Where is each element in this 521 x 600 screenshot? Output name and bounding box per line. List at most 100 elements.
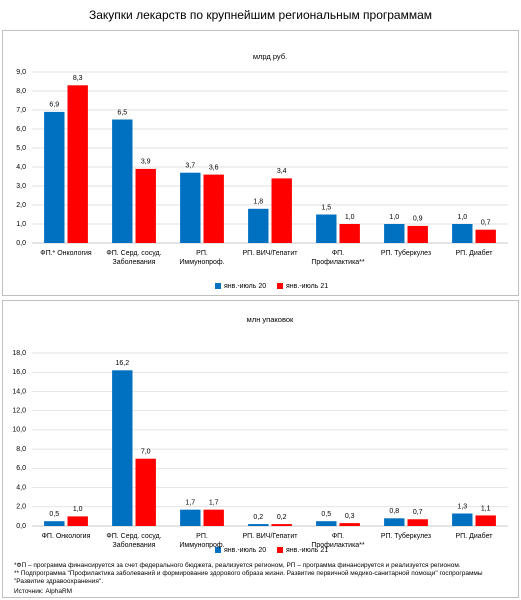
x-tick-label: ФП.* Онкология xyxy=(40,250,92,257)
bar xyxy=(135,458,156,526)
x-tick-label: РП. ВИЧ/Гепатит xyxy=(242,250,298,257)
value-label: 0,3 xyxy=(345,513,355,520)
legend-label: янв.-июль 20 xyxy=(224,547,266,554)
bar xyxy=(44,521,65,526)
value-label: 16,2 xyxy=(115,360,129,367)
y-tick-label: 7,0 xyxy=(16,107,26,114)
bar xyxy=(452,513,473,526)
x-tick-label: ФП. Профилактика** xyxy=(311,533,365,549)
x-tick-label: ФП. Онкология xyxy=(41,533,91,540)
y-tick-label: 18,0 xyxy=(12,350,26,357)
value-label: 1,7 xyxy=(209,500,219,507)
value-label: 0,9 xyxy=(413,216,423,223)
bar xyxy=(316,521,337,526)
value-label: 1,3 xyxy=(457,503,467,510)
y-tick-label: 5,0 xyxy=(16,145,26,152)
bar xyxy=(475,515,496,526)
bar xyxy=(248,208,269,243)
value-label: 1,1 xyxy=(481,505,491,512)
y-tick-label: 0,0 xyxy=(16,523,26,530)
value-label: 1,0 xyxy=(457,214,467,221)
bar xyxy=(112,119,133,243)
value-label: 3,4 xyxy=(277,168,287,175)
value-label: 1,0 xyxy=(73,506,83,513)
bar xyxy=(339,224,360,243)
y-tick-label: 2,0 xyxy=(16,202,26,209)
x-tick-label: РП. Иммунопроф. xyxy=(179,533,225,549)
y-tick-label: 14,0 xyxy=(12,388,26,395)
x-tick-label: ФП. Профилактика** xyxy=(311,250,365,266)
value-label: 1,8 xyxy=(253,199,263,206)
y-tick-label: 12,0 xyxy=(12,408,26,415)
bar xyxy=(475,229,496,243)
bar xyxy=(180,509,201,526)
value-label: 1,5 xyxy=(321,204,331,211)
y-tick-label: 8,0 xyxy=(16,88,26,95)
footnote: *ФП – программа финансируется за счет фе… xyxy=(14,562,461,569)
bar xyxy=(44,111,65,244)
bar xyxy=(384,518,405,526)
page-title: Закупки лекарств по крупнейшим региональ… xyxy=(88,8,433,22)
value-label: 3,9 xyxy=(141,159,151,166)
x-tick-label: ФП. Серд. сосуд. Заболевания xyxy=(106,250,162,266)
bar xyxy=(339,523,360,526)
legend-swatch xyxy=(277,547,283,553)
value-label: 0,5 xyxy=(49,511,59,518)
legend-swatch xyxy=(277,283,283,289)
bar xyxy=(135,168,156,243)
x-tick-label: РП. Туберкулез xyxy=(380,533,432,540)
value-label: 6,5 xyxy=(117,109,127,116)
legend-label: янв.-июль 21 xyxy=(286,547,328,554)
y-tick-label: 16,0 xyxy=(12,369,26,376)
legend-swatch xyxy=(215,547,221,553)
chart-subtitle: млн упаковок xyxy=(247,315,294,324)
value-label: 1,0 xyxy=(389,214,399,221)
value-label: 0,7 xyxy=(481,220,491,227)
x-tick-label: РП. Туберкулез xyxy=(380,250,432,257)
legend-swatch xyxy=(215,283,221,289)
bar xyxy=(203,509,224,526)
value-label: 6,9 xyxy=(49,102,59,109)
y-tick-label: 8,0 xyxy=(16,446,26,453)
bar xyxy=(384,224,405,243)
y-tick-label: 10,0 xyxy=(12,427,26,434)
footnote: ** Подпрограмма "Профилактика заболевани… xyxy=(14,570,483,585)
value-label: 1,0 xyxy=(345,214,355,221)
value-label: 0,2 xyxy=(253,514,263,521)
value-label: 3,6 xyxy=(209,164,219,171)
legend-label: янв.-июль 21 xyxy=(286,283,328,290)
y-tick-label: 6,0 xyxy=(16,126,26,133)
legend-label: янв.-июль 20 xyxy=(224,283,266,290)
value-label: 0,8 xyxy=(389,508,399,515)
bar xyxy=(407,519,428,526)
bar xyxy=(407,225,428,243)
bar xyxy=(248,524,269,526)
value-label: 1,7 xyxy=(185,500,195,507)
y-tick-label: 4,0 xyxy=(16,484,26,491)
x-tick-label: РП. Иммунопроф. xyxy=(179,250,225,266)
bar xyxy=(452,224,473,243)
y-tick-label: 3,0 xyxy=(16,183,26,190)
value-label: 8,3 xyxy=(73,75,83,82)
y-tick-label: 1,0 xyxy=(16,221,26,228)
bar xyxy=(67,85,88,243)
x-tick-label: ФП. Серд. сосуд. Заболевания xyxy=(106,533,162,549)
chart-frame xyxy=(2,300,519,598)
source: Источник: AlphaRM xyxy=(14,588,73,595)
x-tick-label: РП. Диабет xyxy=(455,250,493,257)
bar xyxy=(112,370,133,526)
bar xyxy=(271,524,292,526)
value-label: 0,2 xyxy=(277,514,287,521)
y-tick-label: 2,0 xyxy=(16,504,26,511)
value-label: 0,5 xyxy=(321,511,331,518)
bar xyxy=(203,174,224,243)
x-tick-label: РП. Диабет xyxy=(455,533,493,540)
y-tick-label: 0,0 xyxy=(16,240,26,247)
bar xyxy=(316,214,337,243)
x-tick-label: РП. ВИЧ/Гепатит xyxy=(242,533,298,540)
value-label: 7,0 xyxy=(141,449,151,456)
chart-subtitle: млрд руб. xyxy=(253,52,287,61)
bar xyxy=(271,178,292,243)
